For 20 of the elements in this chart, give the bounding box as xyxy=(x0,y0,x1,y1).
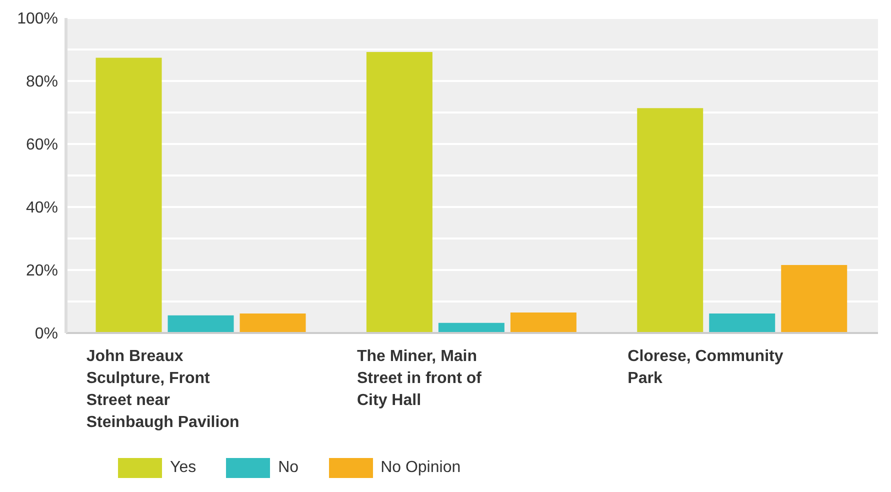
bar xyxy=(96,58,162,333)
y-tick-label: 100% xyxy=(17,10,58,28)
y-tick-label: 20% xyxy=(26,262,58,280)
bar xyxy=(168,315,234,333)
bar xyxy=(240,313,306,333)
bar xyxy=(709,313,776,333)
legend-label: No xyxy=(278,459,299,477)
y-tick-label: 0% xyxy=(34,326,58,343)
y-tick-label: 60% xyxy=(26,136,58,154)
bar xyxy=(510,312,576,333)
y-tick-label: 80% xyxy=(26,74,58,91)
x-tick-label: John Breaux Sculpture, Front Street near Steinbaugh Pavilion xyxy=(86,348,240,431)
bar xyxy=(366,52,432,333)
x-tick-label: Clorese, Community Park xyxy=(628,348,784,387)
y-tick-label: 40% xyxy=(26,200,58,217)
x-tick-label: The Miner, Main Street in front of City Hall xyxy=(357,348,482,409)
bar xyxy=(781,264,848,333)
legend-label: Yes xyxy=(170,459,196,477)
legend-label: No Opinion xyxy=(380,459,461,477)
bar xyxy=(637,108,704,333)
